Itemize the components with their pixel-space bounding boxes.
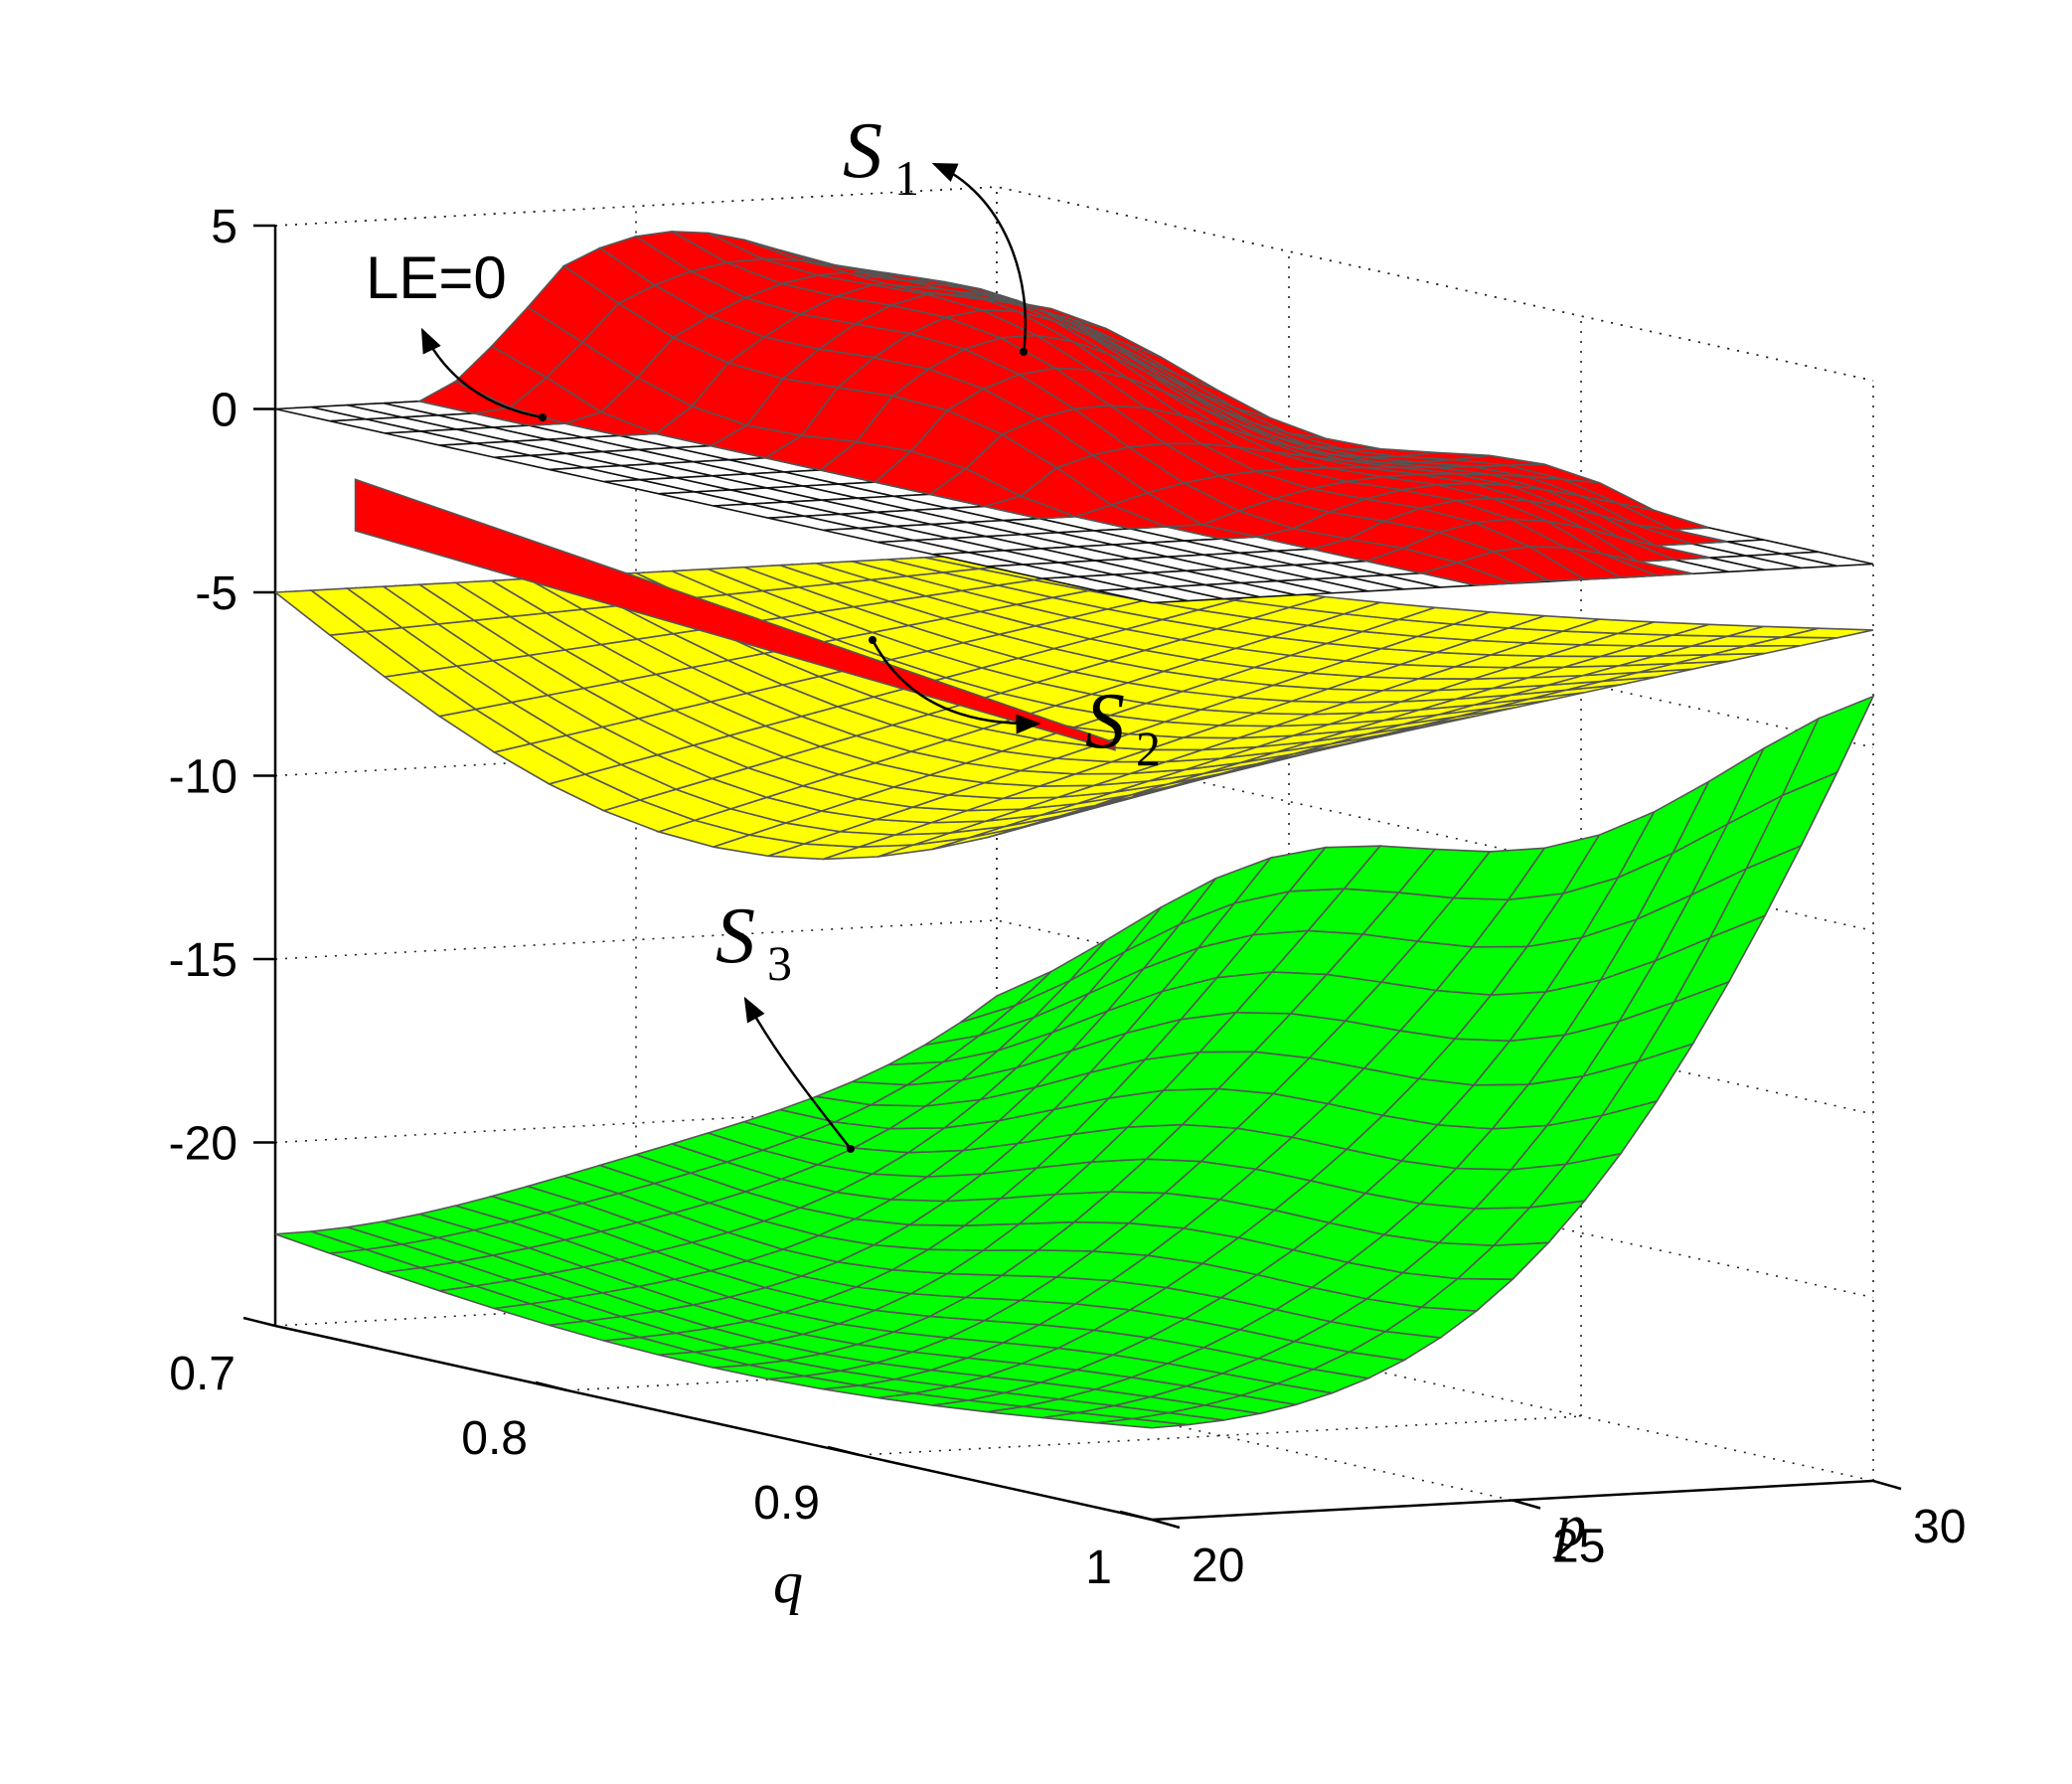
y-tick-mark bbox=[1872, 1479, 1902, 1491]
surface-s1-front-band bbox=[354, 478, 1116, 751]
y-tick-label: 20 bbox=[1192, 1540, 1244, 1592]
annotation-s3-main: S bbox=[716, 892, 755, 980]
x-axis-line bbox=[274, 1324, 1153, 1522]
y-tick-label: 25 bbox=[1552, 1521, 1605, 1573]
surface-s1-cell bbox=[1617, 502, 1709, 531]
annotation-s3: S 3 bbox=[716, 892, 792, 991]
x-axis-label: q bbox=[773, 1549, 803, 1615]
arrow-le bbox=[420, 327, 544, 419]
annotation-arrows bbox=[420, 162, 1041, 1153]
surface-s3 bbox=[274, 695, 1875, 1429]
x-tick-label: 1 bbox=[1085, 1541, 1112, 1594]
surface-s2-cell bbox=[1782, 627, 1874, 639]
x-tick-label: 0.8 bbox=[461, 1412, 528, 1465]
arrow-s3-dot bbox=[847, 1145, 855, 1153]
y-tick-label: 30 bbox=[1913, 1501, 1966, 1553]
y-axis-label: p bbox=[1552, 1493, 1586, 1558]
grid-line-q-floor bbox=[859, 1415, 1582, 1456]
y-tick-mark bbox=[1151, 1518, 1181, 1530]
surface-s3-cell bbox=[1780, 695, 1875, 797]
annotation-le-zero: LE=0 bbox=[366, 244, 507, 311]
x-tick-mark bbox=[242, 1316, 276, 1328]
z-tick-label: -5 bbox=[195, 568, 238, 620]
z-tick-label: 5 bbox=[211, 201, 238, 253]
arrow-s1 bbox=[931, 162, 1028, 353]
x-tick-mark bbox=[827, 1445, 861, 1457]
annotation-s1: S 1 bbox=[843, 107, 919, 206]
x-tick-mark bbox=[535, 1380, 568, 1392]
arrow-s3 bbox=[743, 996, 852, 1150]
surface-s1-cell bbox=[1601, 553, 1693, 577]
x-tick-label: 0.9 bbox=[753, 1477, 820, 1530]
grid-line-q-floor bbox=[274, 1286, 998, 1327]
z-tick-label: -10 bbox=[169, 751, 238, 804]
arrow-s2 bbox=[871, 639, 1041, 734]
arrow-le-dot bbox=[539, 413, 547, 421]
annotation-s2-main: S bbox=[1085, 678, 1125, 765]
y-tick-mark bbox=[1512, 1499, 1541, 1510]
surface-le-zero-cell bbox=[1782, 551, 1874, 568]
z-tick-label: -20 bbox=[169, 1118, 238, 1171]
surface-s1-cell bbox=[1619, 536, 1711, 561]
arrow-s1-dot bbox=[1020, 348, 1028, 356]
annotation-s1-main: S bbox=[843, 107, 882, 195]
surface-s1 bbox=[416, 231, 1728, 586]
annotation-s1-sub: 1 bbox=[894, 150, 919, 206]
x-tick-mark bbox=[1119, 1510, 1153, 1522]
z-tick-label: 0 bbox=[211, 385, 238, 437]
x-tick-label: 0.7 bbox=[169, 1348, 236, 1400]
annotation-s3-sub: 3 bbox=[767, 935, 792, 991]
arrow-s2-dot bbox=[869, 636, 877, 644]
tick-labels: 5 0 -5 -10 -15 -20 0.7 0.8 0.9 1 20 25 30 bbox=[169, 201, 1967, 1594]
surface-s1-cell bbox=[1636, 524, 1728, 545]
annotation-s2: S 2 bbox=[1085, 678, 1161, 776]
grid-line-q-floor bbox=[566, 1351, 1290, 1391]
z-tick-label: -15 bbox=[169, 934, 238, 987]
annotation-s2-sub: 2 bbox=[1136, 721, 1161, 776]
